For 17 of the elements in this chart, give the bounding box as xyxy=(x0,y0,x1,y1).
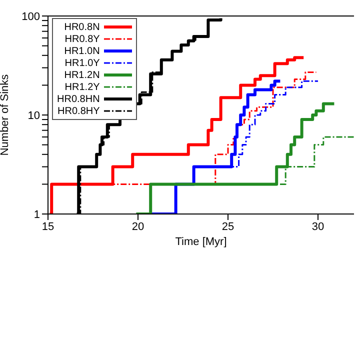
y-tick-label: 10 xyxy=(28,110,40,122)
x-tick-label: 30 xyxy=(312,220,324,233)
legend-label: HR0.8HN xyxy=(57,94,100,104)
legend-label: HR1.0N xyxy=(64,46,100,56)
legend-label: HR0.8HY xyxy=(58,106,100,116)
x-tick-label: 15 xyxy=(42,220,54,233)
legend-label: HR1.2Y xyxy=(64,82,100,92)
x-tick-label: 25 xyxy=(222,220,234,233)
legend-label: HR1.0Y xyxy=(64,58,100,68)
y-axis-title: Number of Sinks xyxy=(0,74,11,156)
x-tick-label: 20 xyxy=(132,220,144,233)
x-axis-title: Time [Myr] xyxy=(175,236,227,248)
legend-label: HR1.2N xyxy=(64,70,100,80)
legend-label: HR0.8Y xyxy=(64,34,100,44)
y-tick-label: 1 xyxy=(34,208,40,221)
legend-label: HR0.8N xyxy=(64,22,100,32)
y-tick-label: 100 xyxy=(22,10,40,23)
